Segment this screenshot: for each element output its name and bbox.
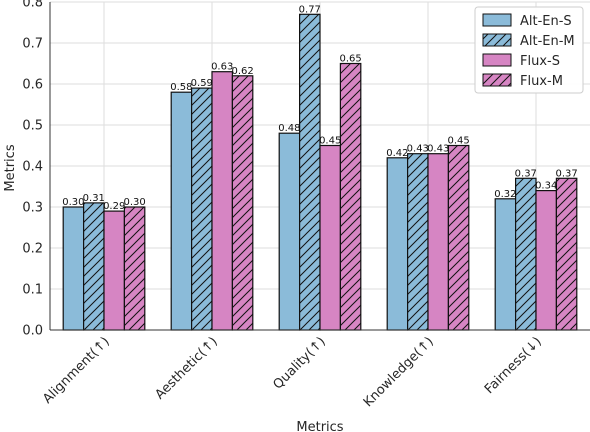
legend-swatch xyxy=(482,73,512,87)
legend-label: Flux-S xyxy=(520,54,560,69)
bar-value-label: 0.31 xyxy=(83,193,105,204)
x-axis-title: Metrics xyxy=(296,420,343,432)
bar-value-label: 0.32 xyxy=(494,189,516,200)
y-tick-label: 0.0 xyxy=(22,324,43,339)
bar xyxy=(123,206,146,331)
legend-label: Alt-En-M xyxy=(520,34,575,49)
bar xyxy=(191,87,213,331)
bar xyxy=(407,153,429,331)
bar xyxy=(319,144,341,331)
bar-value-label: 0.45 xyxy=(447,136,469,147)
y-tick-label: 0.8 xyxy=(22,0,43,11)
x-tick-label: Quality(↑) xyxy=(270,334,328,392)
legend-box xyxy=(474,6,584,94)
bar xyxy=(211,71,233,331)
legend: Alt-En-S Alt-En-M Flux-S Flux-M xyxy=(474,6,584,94)
bar xyxy=(555,177,578,331)
y-axis-title: Metrics xyxy=(3,144,18,191)
bar-value-label: 0.63 xyxy=(211,62,233,73)
bar xyxy=(447,144,470,331)
bar-value-label: 0.43 xyxy=(407,144,429,155)
bar xyxy=(62,206,85,331)
bar-value-label: 0.45 xyxy=(319,136,341,147)
y-tick-label: 0.1 xyxy=(22,283,43,298)
bar xyxy=(231,75,254,331)
y-tick-label: 0.3 xyxy=(22,201,43,216)
y-tick-label: 0.5 xyxy=(22,119,43,134)
bar-value-label: 0.29 xyxy=(103,201,125,212)
x-tick-label: Aesthetic(↑) xyxy=(152,334,220,402)
bar-value-label: 0.30 xyxy=(123,197,145,208)
bar xyxy=(82,202,105,331)
bar-value-label: 0.48 xyxy=(278,123,300,134)
bar xyxy=(339,62,362,331)
bar xyxy=(299,13,321,331)
legend-label: Alt-En-S xyxy=(520,14,572,29)
bar-value-label: 0.42 xyxy=(386,148,408,159)
bar xyxy=(103,210,125,331)
bar-value-label: 0.59 xyxy=(191,78,213,89)
legend-swatch xyxy=(482,33,512,47)
legend-label: Flux-M xyxy=(520,74,563,89)
bar xyxy=(386,157,409,331)
data-labels: 0.30 0.58 0.48 0.42 0.32 0.31 0.59 0.77 0.43 0.37… xyxy=(62,4,577,212)
legend-swatch xyxy=(482,13,512,27)
bar-value-label: 0.37 xyxy=(515,168,537,179)
bar-value-label: 0.62 xyxy=(231,66,253,77)
bar xyxy=(535,190,557,331)
bar-value-label: 0.34 xyxy=(535,181,557,192)
bar-value-label: 0.77 xyxy=(299,4,321,15)
bar-value-label: 0.58 xyxy=(170,82,192,93)
y-tick-label: 0.2 xyxy=(22,242,43,257)
bar xyxy=(278,132,301,331)
x-tick-label: Knowledge(↑) xyxy=(361,334,437,410)
bar xyxy=(494,198,517,331)
bar-value-label: 0.30 xyxy=(62,197,84,208)
y-tick-label: 0.4 xyxy=(22,160,43,175)
bar xyxy=(170,91,193,331)
y-tick-label: 0.6 xyxy=(22,78,43,93)
bar xyxy=(427,153,449,331)
bar-value-label: 0.43 xyxy=(427,144,449,155)
legend-swatch xyxy=(482,53,512,67)
bar-value-label: 0.65 xyxy=(339,54,361,65)
y-tick-label: 0.7 xyxy=(22,37,43,52)
bar-value-label: 0.37 xyxy=(555,168,577,179)
bar xyxy=(514,177,537,331)
x-tick-label: Alignment(↑) xyxy=(40,334,113,407)
x-tick-label: Fairness(↓) xyxy=(482,334,545,397)
